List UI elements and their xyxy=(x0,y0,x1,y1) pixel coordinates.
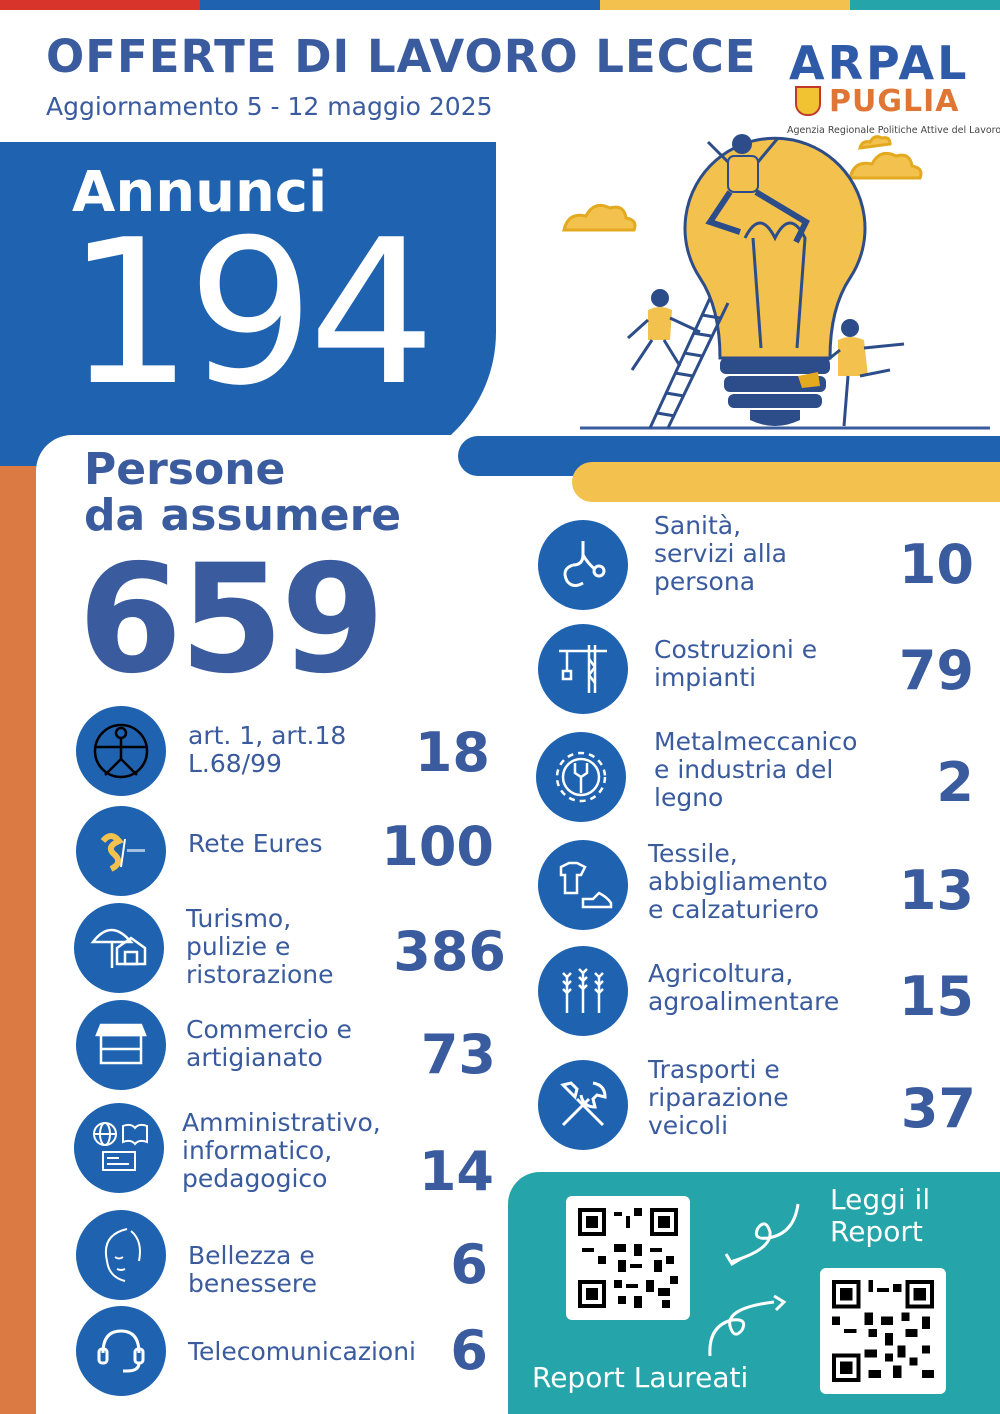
graduates-report-text: Report Laureati xyxy=(532,1361,749,1394)
sector-label-line: e calzaturiero xyxy=(648,895,820,924)
wheat-icon xyxy=(562,968,604,1013)
sector-label-line: riparazione xyxy=(648,1083,789,1112)
arpal-puglia-logo: ARPAL PUGLIA Agenzia Regionale Politiche… xyxy=(785,36,1000,136)
sector-label-line: legno xyxy=(654,783,724,812)
sector-label-line: Rete Eures xyxy=(188,829,323,858)
sector-label-line: pedagogico xyxy=(182,1164,328,1193)
annunci-label: Annunci xyxy=(72,160,328,225)
person-icon xyxy=(626,289,701,371)
stethoscope-icon xyxy=(563,541,606,588)
yellow-stripe xyxy=(572,462,1000,502)
curly-arrow-icon xyxy=(708,1294,787,1357)
sector-label-line: persona xyxy=(654,567,756,596)
sector-label-line: Commercio e xyxy=(186,1015,352,1044)
sector-label-line: agroalimentare xyxy=(648,987,840,1016)
umbrella-house-icon xyxy=(90,928,147,968)
headset-icon xyxy=(97,1329,145,1373)
curly-arrow-icon xyxy=(724,1203,800,1267)
sector-label-line: Metalmeccanico xyxy=(654,727,858,756)
sector-value: 79 xyxy=(898,639,974,702)
logo-agency-text: Agenzia Regionale Politiche Attive del L… xyxy=(787,125,1000,136)
gear-wrench-icon xyxy=(555,751,607,803)
person-icon xyxy=(798,319,905,427)
lightbulb-illustration xyxy=(562,134,990,430)
annunci-panel xyxy=(0,142,496,472)
sector-label-line: e industria del xyxy=(654,755,834,784)
sector-label-line: veicoli xyxy=(648,1111,729,1140)
sector-value: 18 xyxy=(414,721,490,784)
eures-logo-icon xyxy=(100,833,145,872)
sector-label-line: artigianato xyxy=(186,1043,323,1072)
cloud-icon xyxy=(562,135,923,232)
sector-value: 73 xyxy=(420,1023,496,1086)
qr-code-report[interactable] xyxy=(566,1196,690,1320)
logo-arpal-text: ARPAL xyxy=(789,36,970,90)
sector-label-line: Amministrativo, xyxy=(182,1108,381,1137)
sector-label-line: L.68/99 xyxy=(188,749,282,778)
persone-value: 659 xyxy=(78,533,385,707)
sector-label-line: art. 1, art.18 xyxy=(188,721,347,750)
persone-label-line1: Persone xyxy=(84,444,286,495)
sector-value: 386 xyxy=(393,920,506,983)
sector-value: 14 xyxy=(418,1140,494,1203)
sector-value: 10 xyxy=(898,533,974,596)
read-report-line: Leggi il xyxy=(830,1183,931,1216)
sector-label-line: pulizie e xyxy=(186,932,291,961)
tools-icon xyxy=(560,1081,607,1127)
sector-label-line: Trasporti e xyxy=(648,1055,780,1084)
sector-label-line: Agricoltura, xyxy=(648,959,794,988)
page-title: OFFERTE DI LAVORO LECCE xyxy=(46,30,757,83)
sector-label-line: Sanità, xyxy=(654,511,742,540)
sector-label-line: impianti xyxy=(654,663,757,692)
sector-value: 37 xyxy=(900,1077,976,1140)
sector-value: 100 xyxy=(381,815,494,878)
sector-label-line: Bellezza e xyxy=(188,1241,315,1270)
shirt-shoe-icon xyxy=(559,861,613,909)
qr-code-icon xyxy=(832,1280,934,1382)
sector-label-line: informatico, xyxy=(182,1136,333,1165)
sector-value: 2 xyxy=(936,751,974,814)
regional-crest-icon xyxy=(795,86,821,116)
sector-value: 15 xyxy=(898,965,974,1028)
sector-value: 6 xyxy=(450,1319,488,1382)
persone-label-line2: da assumere xyxy=(84,490,402,541)
woman-face-icon xyxy=(105,1228,141,1282)
sector-label-line: servizi alla xyxy=(654,539,787,568)
qr-code-graduates-report[interactable] xyxy=(820,1268,946,1394)
person-icon xyxy=(705,134,810,244)
persone-label: Persone da assumere xyxy=(84,447,401,539)
page-subtitle: Aggiornamento 5 - 12 maggio 2025 xyxy=(46,92,493,121)
sector-label-line: benessere xyxy=(188,1269,318,1298)
sector-label-line: Tessile, xyxy=(648,839,738,868)
read-report-text: Leggi il Report xyxy=(830,1184,930,1248)
globe-book-icon xyxy=(93,1122,148,1171)
read-report-line: Report xyxy=(830,1215,923,1248)
sector-label-line: Telecomunicazioni xyxy=(188,1337,416,1366)
sector-label-line: abbigliamento xyxy=(648,867,828,896)
sector-label-line: Turismo, xyxy=(186,904,292,933)
sector-value: 13 xyxy=(898,859,974,922)
sector-label-line: Costruzioni e xyxy=(654,635,818,664)
top-color-bar xyxy=(0,0,1000,10)
market-stall-icon xyxy=(95,1023,147,1065)
sector-label-line: ristorazione xyxy=(186,960,334,989)
sector-value: 6 xyxy=(450,1233,488,1296)
orange-side-strip xyxy=(0,466,36,1414)
logo-puglia-text: PUGLIA xyxy=(829,84,960,119)
vitruvian-icon xyxy=(93,723,149,779)
qr-code-icon xyxy=(578,1208,678,1308)
annunci-value: 194 xyxy=(66,197,436,430)
crane-icon xyxy=(559,645,607,693)
